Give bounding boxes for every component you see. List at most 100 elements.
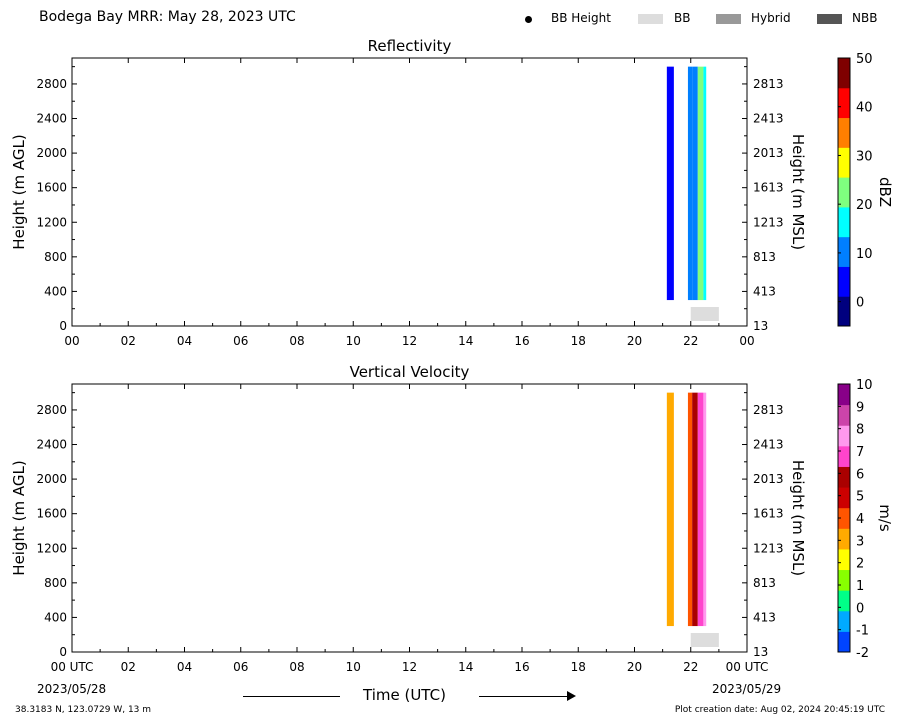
x-tick-label: 22 bbox=[683, 660, 698, 674]
y-tick-label-right: 13 bbox=[753, 319, 768, 333]
colorbar-segment bbox=[838, 528, 850, 550]
x-tick-label: 10 bbox=[346, 660, 361, 674]
colorbar-segment bbox=[838, 425, 850, 447]
y-tick-label: 2000 bbox=[36, 146, 67, 160]
x-tick-label: 12 bbox=[402, 334, 417, 348]
y-axis-label: Height (m AGL) bbox=[10, 134, 28, 249]
colorbar-segment bbox=[838, 487, 850, 509]
colorbar-segment bbox=[838, 404, 850, 426]
y-tick-label-right: 1613 bbox=[753, 507, 784, 521]
bb-height-dot-icon bbox=[525, 16, 532, 23]
echo-column bbox=[687, 392, 693, 627]
plot-title: Bodega Bay MRR: May 28, 2023 UTC bbox=[39, 9, 296, 25]
x-tick-label: 18 bbox=[571, 660, 586, 674]
colorbar-tick-label: 2 bbox=[856, 557, 864, 572]
colorbar-segment bbox=[838, 384, 850, 406]
echo-column bbox=[666, 66, 674, 301]
y-tick-label-right: 2813 bbox=[753, 403, 784, 417]
colorbar-tick-label: 7 bbox=[856, 445, 864, 460]
x-tick-label: 08 bbox=[289, 660, 304, 674]
x-tick-label: 00 UTC bbox=[51, 660, 94, 674]
x-tick-label: 06 bbox=[233, 660, 248, 674]
colorbar-segment bbox=[838, 236, 850, 267]
time-arrow-left-line bbox=[243, 696, 340, 697]
colorbar-segment bbox=[838, 590, 850, 612]
x-tick-label: 02 bbox=[121, 334, 136, 348]
x-tick-label: 14 bbox=[458, 660, 473, 674]
y-tick-label: 400 bbox=[44, 610, 67, 624]
y-tick-label-right: 1213 bbox=[753, 541, 784, 555]
x-tick-label: 04 bbox=[177, 660, 192, 674]
y-tick-label: 2800 bbox=[36, 77, 67, 91]
arrow-right-icon bbox=[567, 691, 576, 701]
plot-frame bbox=[71, 383, 748, 653]
colorbar-label: dBZ bbox=[876, 177, 894, 207]
colorbar-tick-label: 30 bbox=[856, 149, 873, 164]
y-axis-label-right: Height (m MSL) bbox=[789, 460, 807, 576]
echo-column bbox=[692, 66, 698, 301]
colorbar-tick-label: 0 bbox=[856, 296, 864, 311]
x-tick-label: 00 UTC bbox=[726, 660, 769, 674]
colorbar-tick-label: 20 bbox=[856, 198, 873, 213]
colorbar-label: m/s bbox=[876, 504, 894, 532]
y-tick-label: 1200 bbox=[36, 215, 67, 229]
colorbar-segment bbox=[838, 610, 850, 632]
colorbar-tick-label: 10 bbox=[856, 247, 873, 262]
colorbar-segment bbox=[838, 548, 850, 571]
colorbar-tick-label: 4 bbox=[856, 512, 864, 527]
colorbar-tick-label: 8 bbox=[856, 423, 864, 438]
echo-column bbox=[692, 392, 698, 627]
x-tick-label: 06 bbox=[233, 334, 248, 348]
colorbar-segment bbox=[838, 206, 850, 238]
time-axis-label: Time (UTC) bbox=[363, 686, 446, 704]
plot-creation-date: Plot creation date: Aug 02, 2024 20:45:1… bbox=[674, 705, 885, 715]
y-tick-label-right: 2013 bbox=[753, 146, 784, 160]
echo-column bbox=[697, 392, 704, 627]
y-tick-label-right: 1213 bbox=[753, 215, 784, 229]
y-axis-label: Height (m AGL) bbox=[10, 460, 28, 575]
y-tick-label-right: 2413 bbox=[753, 438, 784, 452]
x-tick-label: 14 bbox=[458, 334, 473, 348]
colorbar-frame bbox=[837, 57, 851, 327]
x-tick-label: 20 bbox=[627, 334, 642, 348]
colorbar-tick-label: 10 bbox=[856, 378, 873, 393]
end-date: 2023/05/29 bbox=[712, 682, 782, 696]
echo-column bbox=[703, 66, 707, 301]
x-tick-label: 02 bbox=[121, 660, 136, 674]
colorbar-tick-label: 9 bbox=[856, 400, 864, 415]
y-tick-label: 400 bbox=[44, 284, 67, 298]
x-tick-label: 18 bbox=[571, 334, 586, 348]
y-tick-label-right: 2413 bbox=[753, 112, 784, 126]
colorbar-segment bbox=[838, 631, 850, 653]
y-tick-label-right: 2813 bbox=[753, 77, 784, 91]
x-tick-label: 04 bbox=[177, 334, 192, 348]
legend-label: NBB bbox=[852, 11, 878, 25]
y-tick-label-right: 813 bbox=[753, 576, 776, 590]
y-tick-label-right: 813 bbox=[753, 250, 776, 264]
y-tick-label: 800 bbox=[44, 576, 67, 590]
y-tick-label-right: 2013 bbox=[753, 472, 784, 486]
x-tick-label: 00 bbox=[64, 334, 79, 348]
echo-column bbox=[687, 66, 693, 301]
y-tick-label: 2800 bbox=[36, 403, 67, 417]
colorbar-segment bbox=[838, 266, 850, 297]
colorbar-segment bbox=[838, 117, 850, 148]
station-location: 38.3183 N, 123.0729 W, 13 m bbox=[15, 705, 152, 715]
bb-swatch-icon bbox=[638, 14, 663, 24]
y-tick-label: 1200 bbox=[36, 541, 67, 555]
panel-title: Reflectivity bbox=[368, 37, 452, 55]
y-tick-label: 2000 bbox=[36, 472, 67, 486]
y-tick-label: 0 bbox=[59, 319, 67, 333]
colorbar-tick-label: 6 bbox=[856, 467, 864, 482]
colorbar-tick-label: 5 bbox=[856, 490, 864, 505]
y-tick-label-right: 1613 bbox=[753, 181, 784, 195]
y-tick-label: 2400 bbox=[36, 438, 67, 452]
echo-column bbox=[666, 392, 674, 627]
nbb-swatch-icon bbox=[817, 14, 842, 24]
start-date: 2023/05/28 bbox=[37, 682, 107, 696]
colorbar-tick-label: -1 bbox=[856, 624, 869, 639]
colorbar-segment bbox=[838, 507, 850, 529]
